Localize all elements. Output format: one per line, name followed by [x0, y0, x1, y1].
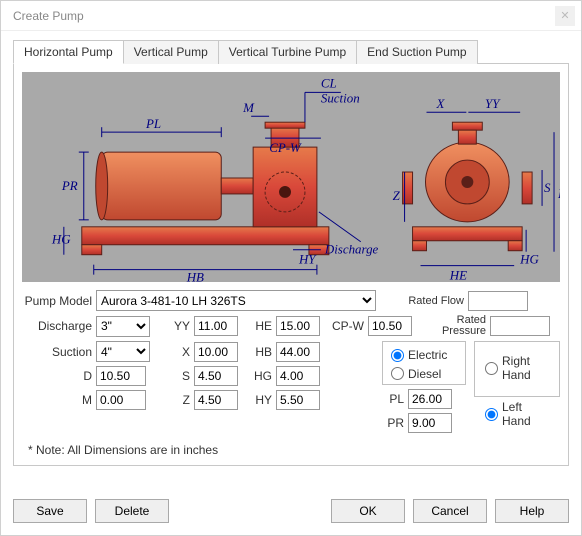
- pl-label: PL: [382, 392, 404, 406]
- yy-input[interactable]: [194, 316, 238, 336]
- close-icon[interactable]: ✕: [555, 6, 575, 26]
- tab-panel: PL PR HG HB HY M CP-W CL Suction Dischar…: [13, 64, 569, 466]
- hy-label: HY: [246, 393, 272, 407]
- svg-text:YY: YY: [485, 96, 501, 111]
- right-hand-radio[interactable]: Right Hand: [485, 354, 549, 382]
- svg-text:Discharge: Discharge: [324, 242, 379, 257]
- discharge-label: Discharge: [22, 319, 92, 333]
- ok-button[interactable]: OK: [331, 499, 405, 523]
- pump-model-select[interactable]: Aurora 3-481-10 LH 326TS: [96, 290, 376, 311]
- svg-text:Suction: Suction: [321, 90, 360, 105]
- window-title: Create Pump: [13, 9, 84, 23]
- x-input[interactable]: [194, 342, 238, 362]
- tabstrip: Horizontal Pump Vertical Pump Vertical T…: [13, 39, 569, 64]
- dimensions-note: * Note: All Dimensions are in inches: [28, 443, 560, 457]
- svg-text:S: S: [544, 180, 551, 195]
- svg-text:X: X: [435, 96, 445, 111]
- power-diesel-radio[interactable]: Diesel: [391, 367, 441, 381]
- pump-model-label: Pump Model: [22, 294, 92, 308]
- tab-vertical-pump[interactable]: Vertical Pump: [123, 40, 219, 64]
- pl-input[interactable]: [408, 389, 452, 409]
- form-area: Pump Model Aurora 3-481-10 LH 326TS Rate…: [22, 290, 560, 457]
- svg-text:HG: HG: [519, 252, 539, 267]
- create-pump-window: Create Pump ✕ Horizontal Pump Vertical P…: [0, 0, 582, 536]
- left-hand-radio[interactable]: Left Hand: [485, 400, 549, 428]
- hb-label: HB: [246, 345, 272, 359]
- z-label: Z: [154, 393, 190, 407]
- power-electric-radio[interactable]: Electric: [391, 348, 447, 362]
- button-bar: Save Delete OK Cancel Help: [13, 499, 569, 523]
- svg-text:CP-W: CP-W: [269, 140, 302, 155]
- power-group: Electric Diesel: [382, 341, 466, 385]
- discharge-select[interactable]: 3": [96, 316, 150, 337]
- tab-end-suction-pump[interactable]: End Suction Pump: [356, 40, 477, 64]
- save-button[interactable]: Save: [13, 499, 87, 523]
- z-input[interactable]: [194, 390, 238, 410]
- pr-label: PR: [382, 416, 404, 430]
- svg-text:PR: PR: [61, 178, 78, 193]
- content: Horizontal Pump Vertical Pump Vertical T…: [1, 31, 581, 478]
- rated-pressure-label: Rated Pressure: [426, 315, 486, 337]
- suction-select[interactable]: 4": [96, 341, 150, 362]
- rated-pressure-input[interactable]: [490, 316, 550, 336]
- d-input[interactable]: [96, 366, 146, 386]
- svg-text:HY: HY: [298, 252, 317, 267]
- d-label: D: [22, 369, 92, 383]
- pr-input[interactable]: [408, 413, 452, 433]
- hg-label: HG: [246, 369, 272, 383]
- cpw-label: CP-W: [326, 319, 364, 333]
- svg-text:CL: CL: [321, 75, 337, 90]
- he-label: HE: [246, 319, 272, 333]
- rated-flow-label: Rated Flow: [390, 295, 464, 307]
- m-label: M: [22, 393, 92, 407]
- rated-flow-input[interactable]: [468, 291, 528, 311]
- yy-label: YY: [158, 319, 190, 333]
- svg-text:Z: Z: [393, 188, 401, 203]
- s-input[interactable]: [194, 366, 238, 386]
- svg-text:HB: HB: [186, 270, 204, 282]
- svg-text:PL: PL: [145, 116, 161, 131]
- svg-text:D: D: [557, 186, 560, 201]
- cpw-input[interactable]: [368, 316, 412, 336]
- pump-diagram: PL PR HG HB HY M CP-W CL Suction Dischar…: [22, 72, 560, 282]
- tab-horizontal-pump[interactable]: Horizontal Pump: [13, 40, 124, 64]
- svg-text:M: M: [242, 100, 255, 115]
- svg-text:HG: HG: [51, 232, 71, 247]
- x-label: X: [158, 345, 190, 359]
- delete-button[interactable]: Delete: [95, 499, 169, 523]
- m-input[interactable]: [96, 390, 146, 410]
- hand-group: Right Hand Left Hand: [474, 341, 560, 397]
- s-label: S: [154, 369, 190, 383]
- he-input[interactable]: [276, 316, 320, 336]
- suction-label: Suction: [22, 345, 92, 359]
- titlebar: Create Pump ✕: [1, 1, 581, 31]
- hy-input[interactable]: [276, 390, 320, 410]
- hb-input[interactable]: [276, 342, 320, 362]
- svg-text:HE: HE: [449, 268, 467, 282]
- cancel-button[interactable]: Cancel: [413, 499, 487, 523]
- help-button[interactable]: Help: [495, 499, 569, 523]
- hg-input[interactable]: [276, 366, 320, 386]
- tab-vertical-turbine-pump[interactable]: Vertical Turbine Pump: [218, 40, 357, 64]
